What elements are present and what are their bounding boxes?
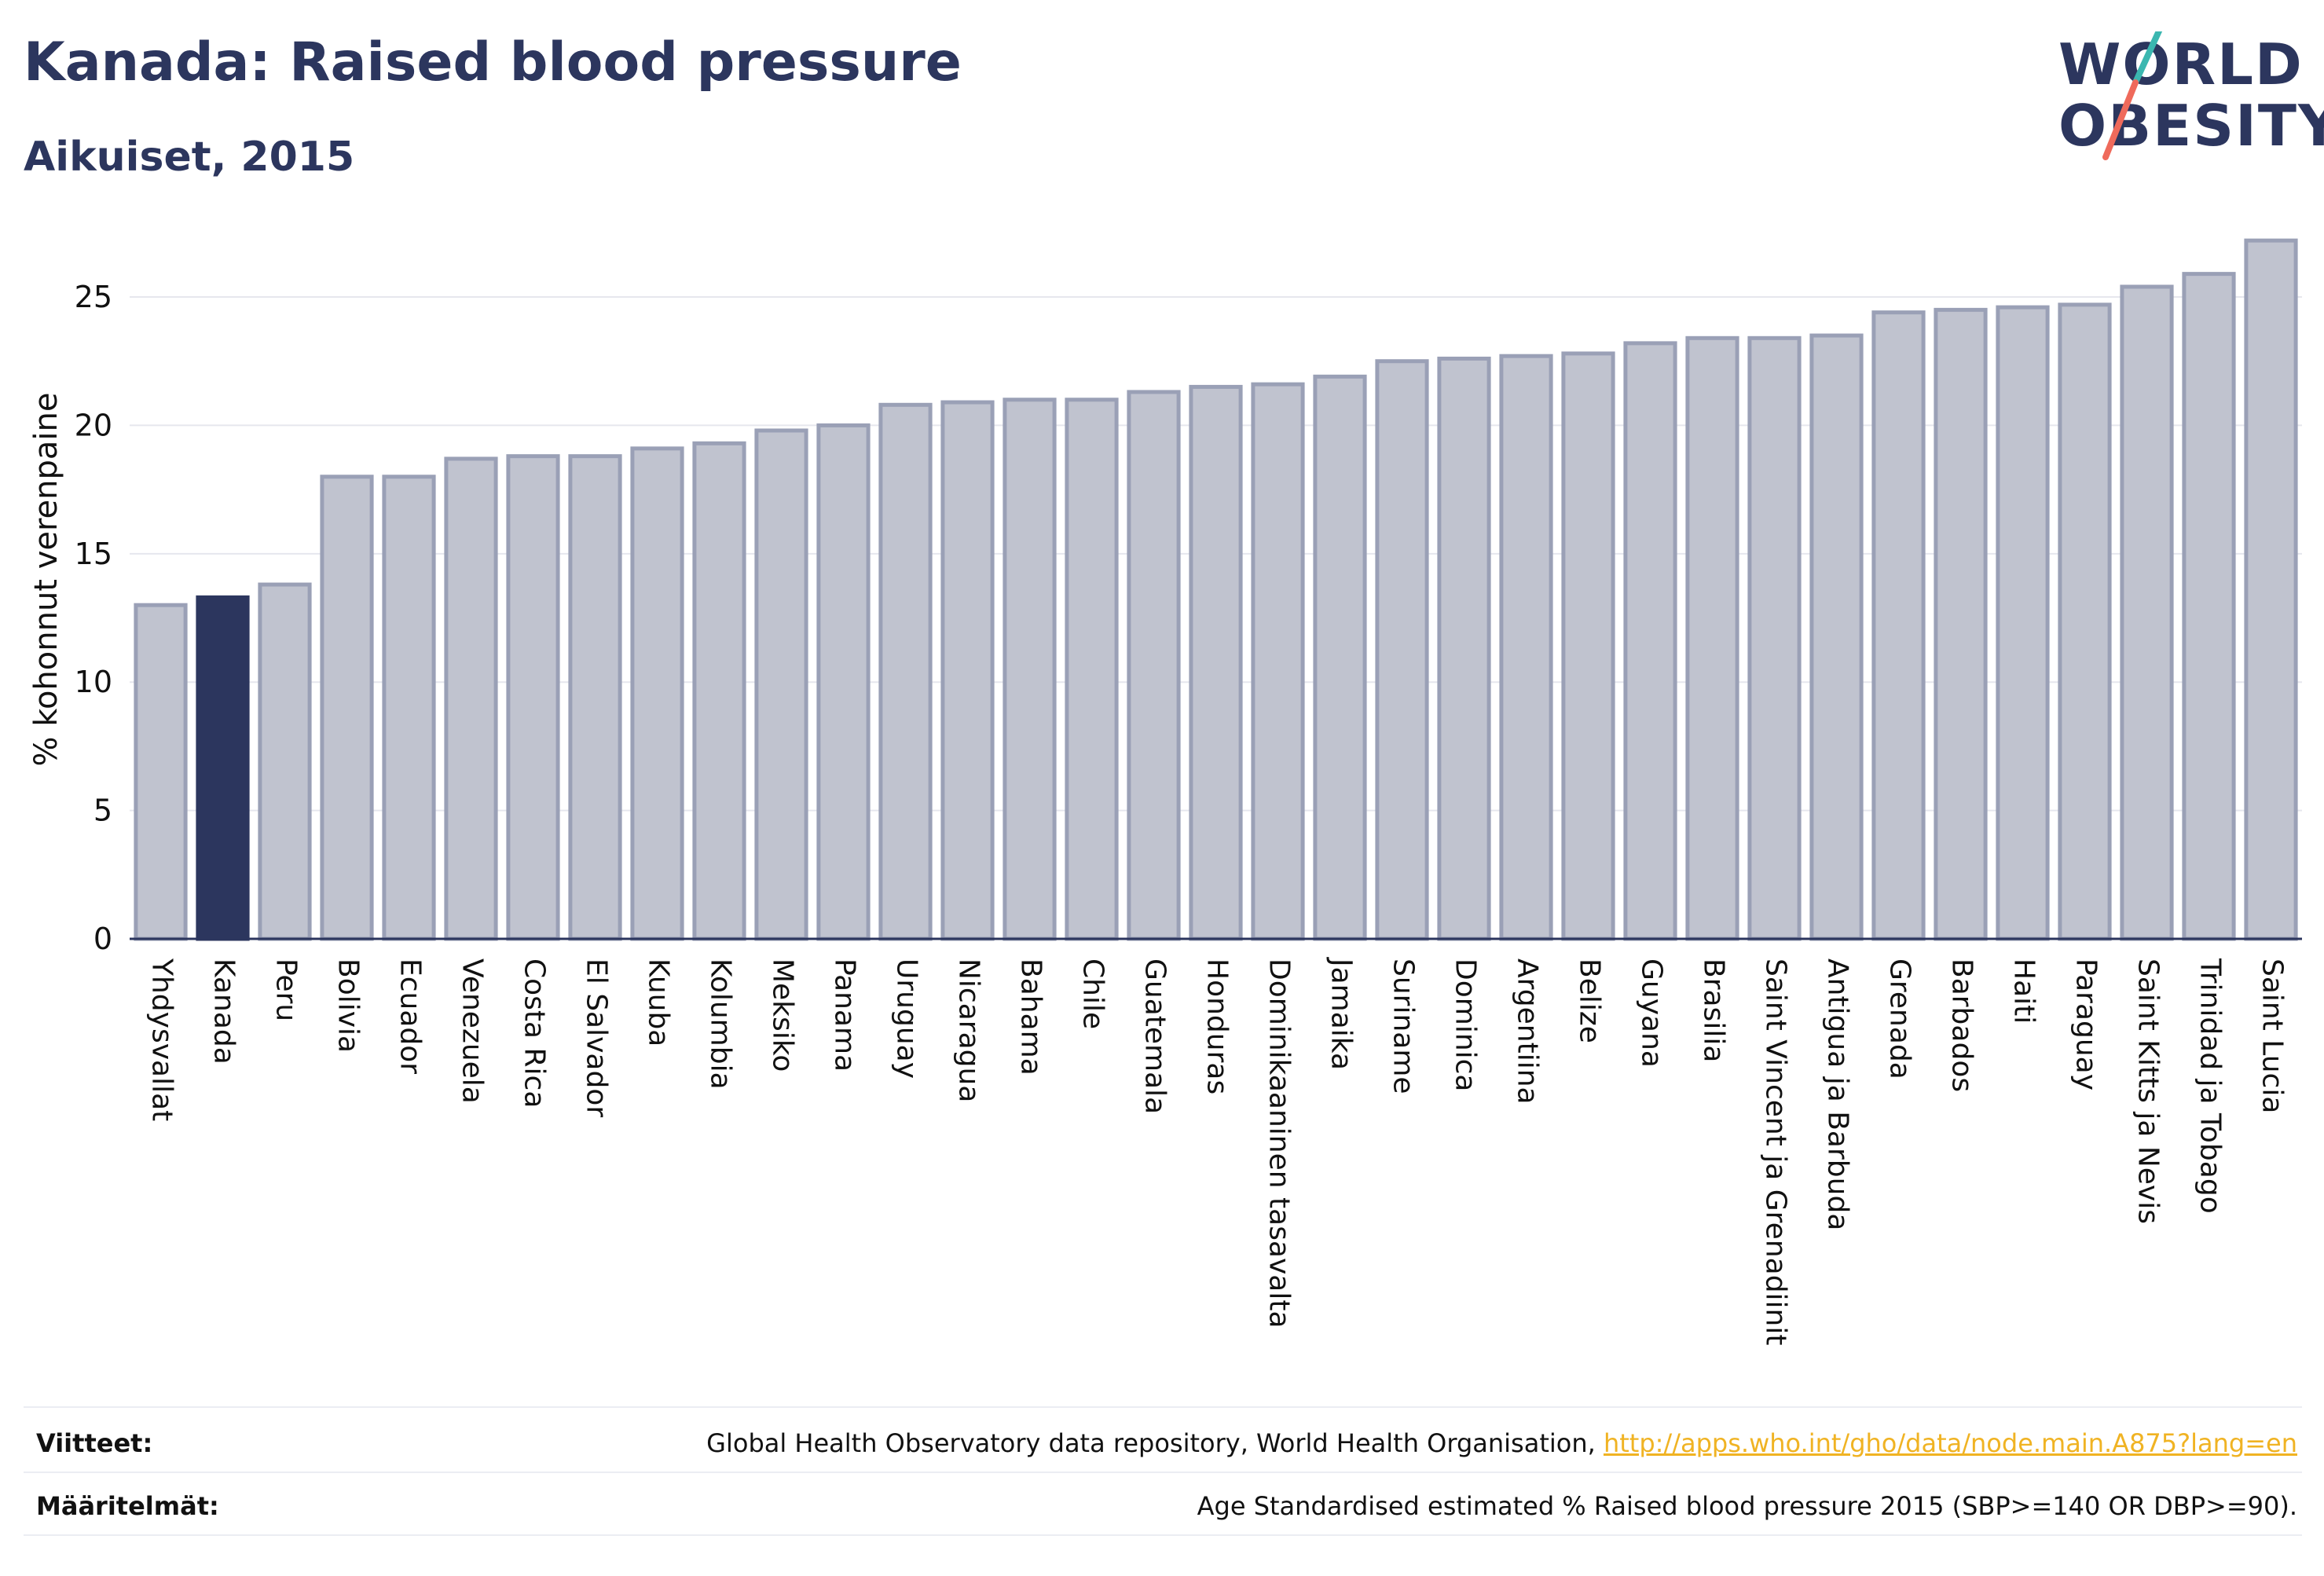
y-tick-label: 20	[75, 408, 112, 442]
chart-subtitle: Aikuiset, 2015	[24, 134, 355, 181]
footer-divider	[24, 1472, 2302, 1473]
x-category-label: Suriname	[1387, 958, 1420, 1094]
bar	[630, 446, 684, 941]
definitions-value: Age Standardised estimated % Raised bloo…	[1197, 1491, 2297, 1521]
x-category-label: Kanada	[208, 958, 240, 1065]
x-category-label: Guatemala	[1139, 958, 1171, 1114]
y-tick-label: 0	[93, 922, 112, 956]
sources-link[interactable]: http://apps.who.int/gho/data/node.main.A…	[1603, 1428, 2297, 1458]
logo-line-1: WORLD	[2058, 31, 2304, 97]
x-category-label: Venezuela	[456, 958, 489, 1104]
x-category-label: Dominica	[1450, 958, 1482, 1092]
bar	[1561, 351, 1615, 941]
x-category-label: Uruguay	[891, 958, 923, 1079]
sources-text: Global Health Observatory data repositor…	[706, 1428, 1604, 1458]
bar	[568, 454, 622, 941]
y-axis-label: % kohonnut verenpaine	[28, 393, 64, 767]
x-category-label: Kuuba	[643, 958, 675, 1046]
x-category-label: Guyana	[1636, 958, 1668, 1068]
chart-title: Kanada: Raised blood pressure	[24, 31, 962, 93]
bar	[444, 456, 498, 941]
x-category-label: Belize	[1574, 958, 1606, 1043]
bar	[258, 582, 312, 941]
x-category-label: Costa Rica	[519, 958, 551, 1108]
logo-slash-icon	[2102, 31, 2163, 160]
x-category-label: Yhdysvallat	[146, 958, 178, 1121]
x-category-label: Saint Vincent ja Grenadiinit	[1760, 958, 1792, 1346]
bar	[878, 402, 933, 941]
x-category-label: Peru	[270, 958, 302, 1021]
x-category-label: Dominikaaninen tasavalta	[1263, 958, 1296, 1329]
definitions-label: Määritelmät:	[36, 1491, 219, 1521]
bar	[1189, 384, 1243, 941]
world-obesity-logo: WORLD OBESITY	[2043, 31, 2324, 173]
bar	[1251, 382, 1305, 941]
x-category-label: Ecuador	[394, 958, 427, 1074]
x-category-label: Panama	[829, 958, 861, 1072]
axes: 0 5 10 15 20 25	[75, 280, 2302, 956]
bar	[1065, 398, 1119, 941]
bar	[1313, 374, 1367, 941]
footer-divider	[24, 1406, 2302, 1408]
sources-value: Global Health Observatory data repositor…	[706, 1428, 2297, 1458]
bar	[2182, 272, 2236, 941]
x-category-label: Antigua ja Barbuda	[1822, 958, 1854, 1230]
bar	[1127, 390, 1181, 941]
logo-line-2: OBESITY	[2058, 93, 2324, 159]
x-category-label: Jamaika	[1325, 957, 1358, 1070]
x-category-label: Brasilia	[1698, 958, 1730, 1062]
bar	[382, 475, 436, 941]
x-category-label: Argentiina	[1512, 958, 1544, 1105]
x-category-label: Grenada	[1884, 958, 1916, 1079]
bar	[134, 603, 188, 941]
bar	[1934, 307, 1988, 941]
x-category-label: Kolumbia	[705, 958, 737, 1090]
x-category-label: Chile	[1077, 958, 1109, 1029]
x-category-label: Trinidad ja Tobago	[2194, 958, 2227, 1214]
x-category-label: Bahama	[1015, 958, 1047, 1076]
x-category-label: El Salvador	[581, 958, 613, 1117]
bar	[1996, 305, 2050, 941]
bar	[754, 428, 808, 941]
bar	[2120, 284, 2174, 941]
bar	[1437, 356, 1491, 941]
x-category-label: Bolivia	[332, 958, 365, 1053]
bar	[1003, 398, 1057, 941]
x-category-label: Saint Lucia	[2256, 958, 2289, 1113]
y-tick-label: 25	[75, 280, 112, 314]
bar	[506, 454, 560, 941]
x-category-label: Barbados	[1946, 958, 1978, 1092]
sources-label: Viitteet:	[36, 1428, 153, 1458]
bar	[320, 475, 374, 941]
y-tick-label: 5	[93, 793, 112, 828]
bar	[1809, 333, 1864, 941]
y-tick-label: 10	[75, 665, 112, 699]
bar	[1747, 335, 1802, 941]
bar	[1623, 341, 1677, 941]
x-category-label: Nicaragua	[953, 958, 985, 1102]
bars	[134, 238, 2298, 941]
bar	[1499, 354, 1553, 941]
bar	[2244, 238, 2298, 941]
bar	[2058, 302, 2112, 941]
bar	[940, 400, 995, 941]
x-category-label: Meksiko	[767, 958, 799, 1072]
bar	[1685, 335, 1739, 941]
x-category-label: Honduras	[1201, 958, 1233, 1094]
bar	[692, 441, 746, 941]
x-category-label: Paraguay	[2070, 958, 2102, 1090]
bar	[196, 595, 250, 941]
bar-chart: 0 5 10 15 20 25 Yhdysvallat Kanada Peru Bolivia E…	[28, 238, 2302, 1346]
x-category-label: Saint Kitts ja Nevis	[2132, 958, 2165, 1224]
bar	[1375, 359, 1429, 941]
footer-divider	[24, 1534, 2302, 1536]
x-category-label: Haiti	[2008, 958, 2040, 1024]
bar	[816, 423, 871, 941]
bar	[1871, 310, 1926, 941]
y-tick-label: 15	[75, 537, 112, 571]
category-labels: Yhdysvallat Kanada Peru Bolivia Ecuador Venez…	[146, 957, 2289, 1346]
